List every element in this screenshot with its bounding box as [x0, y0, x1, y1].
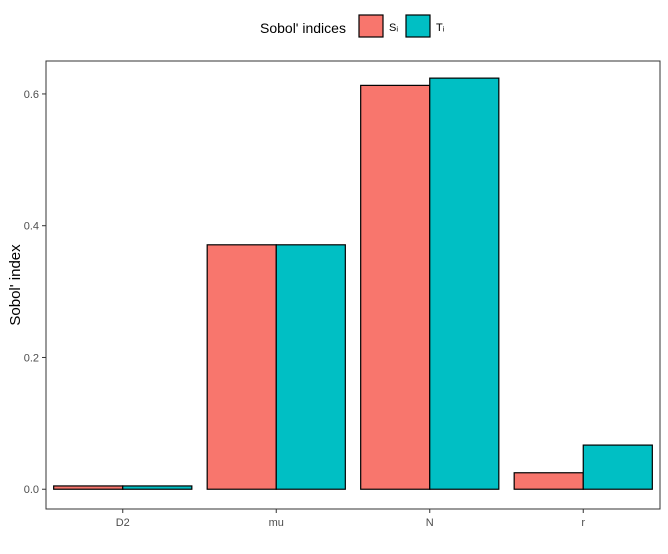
x-tick-label: N: [426, 517, 434, 529]
legend: Sobol' indices Sᵢ Tᵢ: [260, 14, 445, 38]
plot-panel-border: [45, 60, 661, 510]
y-tick-label: 0.2: [24, 352, 39, 364]
y-axis: 0.0 0.2 0.4 0.6: [24, 89, 46, 496]
bar-mu-series-1: [275, 244, 346, 490]
bar-N-series-0: [360, 84, 431, 490]
legend-label-si: Sᵢ: [389, 22, 398, 34]
y-tick-label: 0.0: [24, 484, 39, 496]
x-tick-label: r: [581, 517, 585, 529]
x-tick-label: D2: [116, 517, 130, 529]
bar-r-series-1: [582, 444, 653, 490]
y-tick-label: 0.6: [24, 89, 39, 101]
legend-key-si: [358, 14, 384, 38]
bar-D2-series-1: [122, 485, 193, 490]
bar-N-series-1: [429, 77, 500, 490]
legend-key-ti: [405, 14, 431, 38]
x-axis: D2 mu N r: [116, 509, 585, 529]
y-tick-label: 0.4: [24, 221, 39, 233]
bar-r-series-0: [513, 472, 584, 490]
legend-title: Sobol' indices: [260, 20, 346, 36]
bars-group: [53, 77, 653, 490]
bar-D2-series-0: [53, 485, 124, 490]
y-axis-title: Sobol' index: [7, 244, 24, 326]
legend-label-ti: Tᵢ: [436, 22, 445, 34]
bar-mu-series-0: [206, 244, 277, 490]
x-tick-label: mu: [269, 517, 284, 529]
